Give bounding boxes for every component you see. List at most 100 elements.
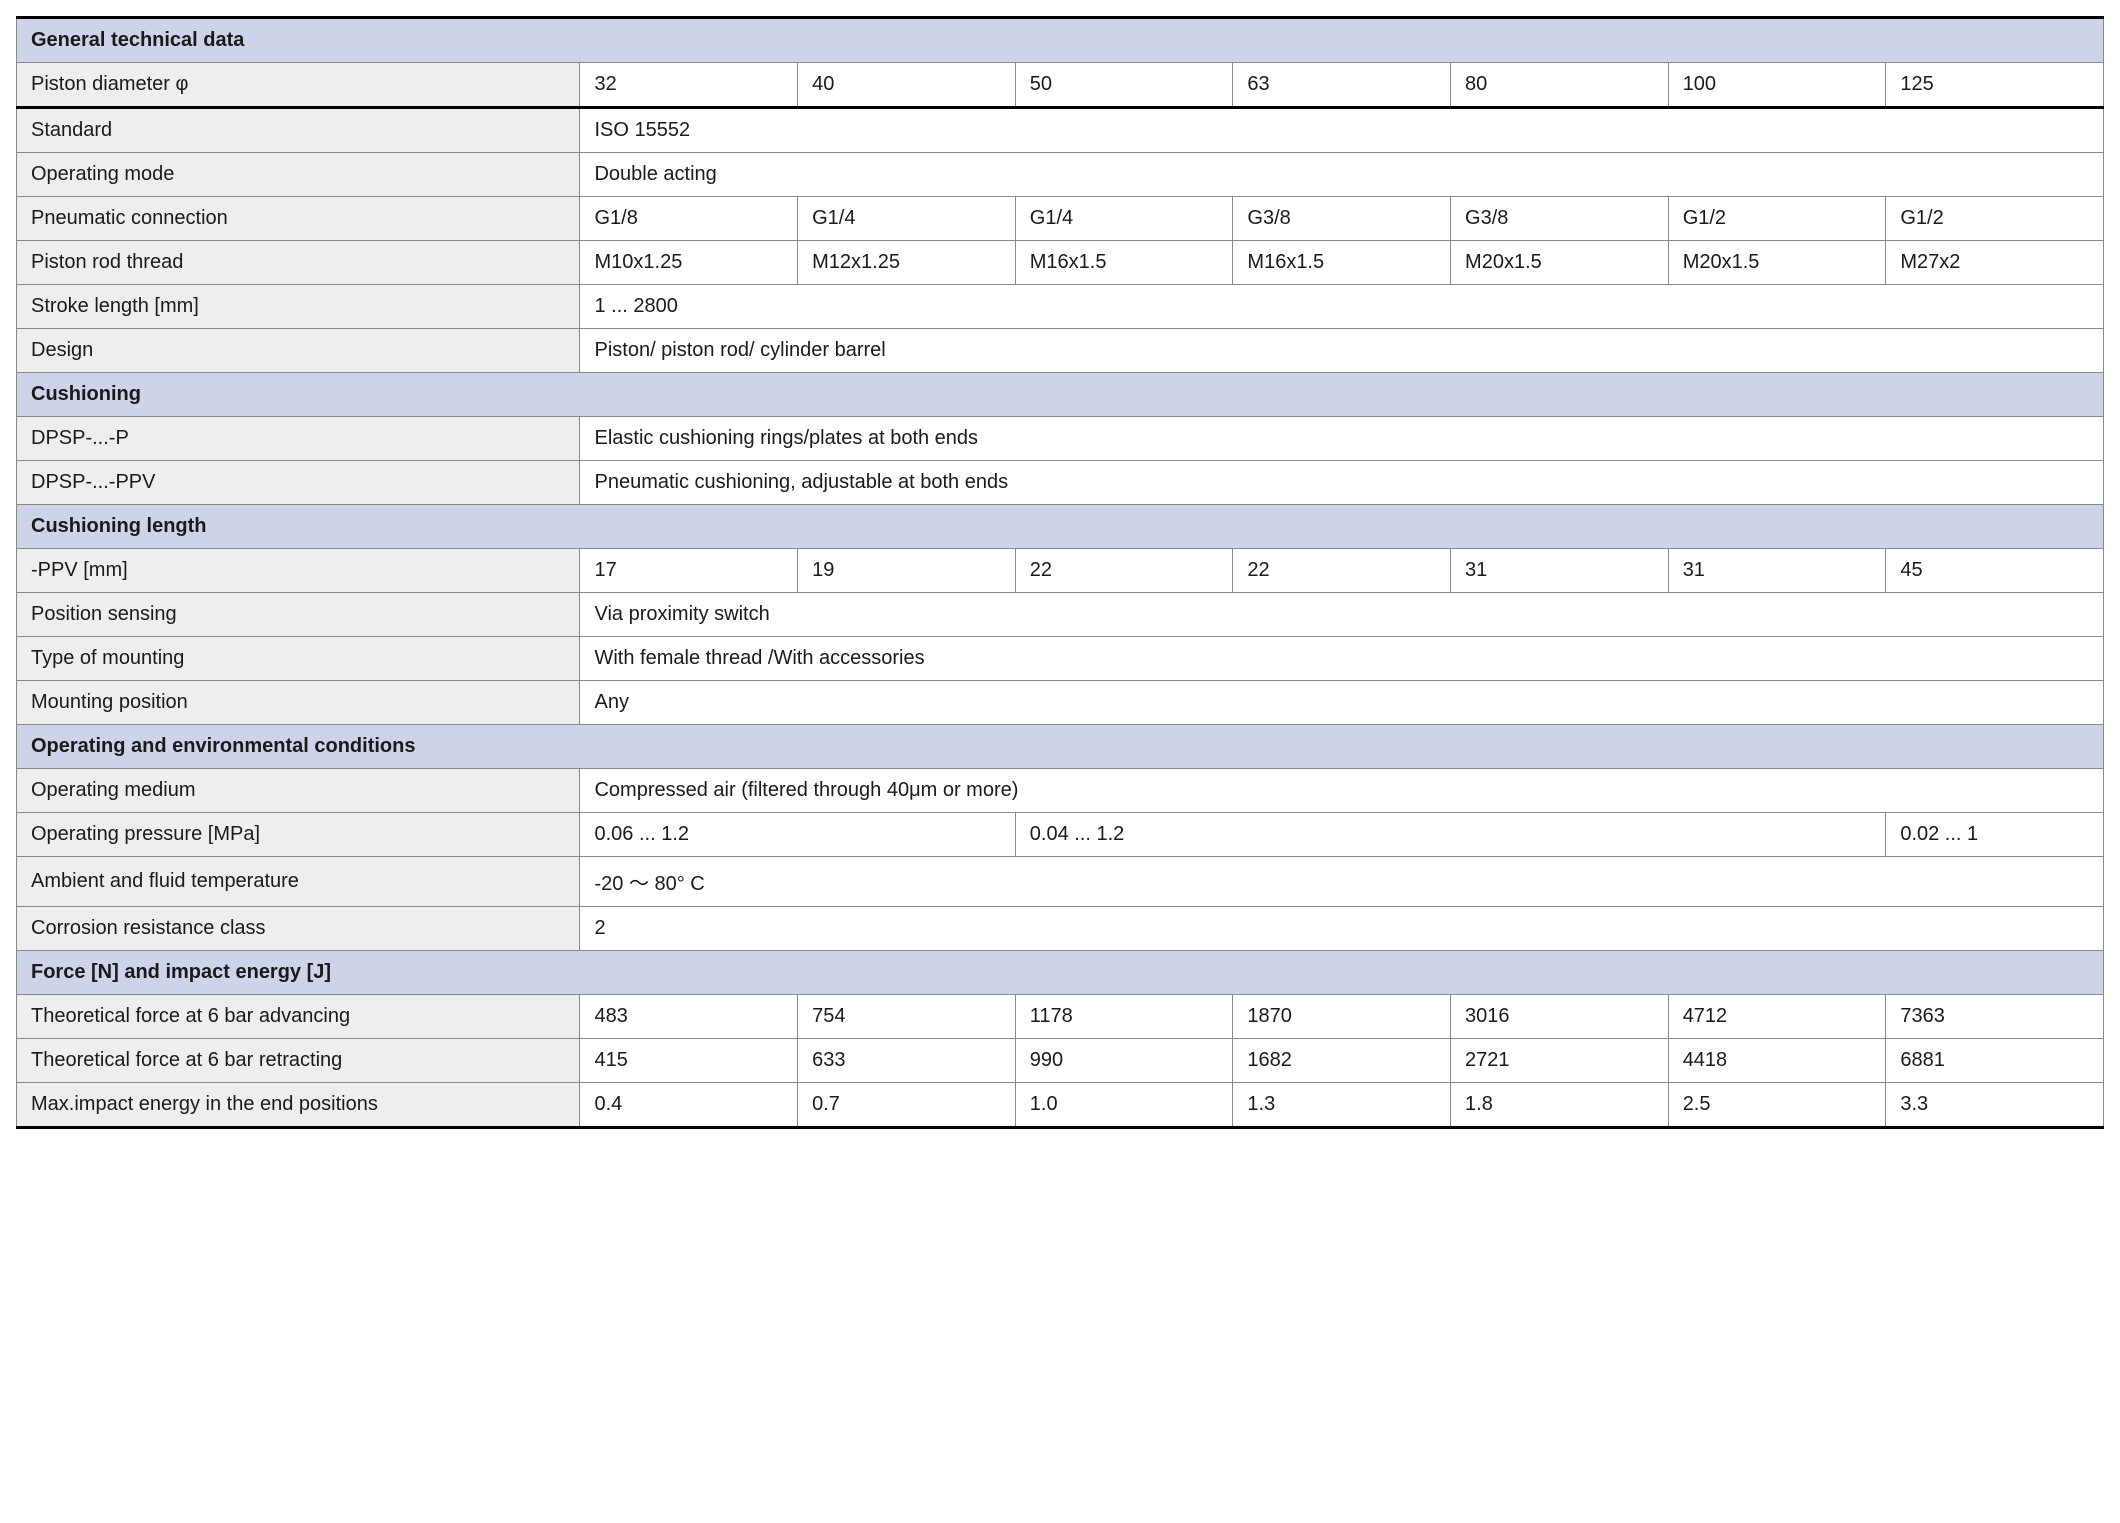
section-general: General technical data	[17, 18, 2104, 63]
section-title: Cushioning	[17, 373, 2104, 417]
row-stroke-length: Stroke length [mm] 1 ... 2800	[17, 285, 2104, 329]
cell: 7363	[1886, 995, 2104, 1039]
cell: Elastic cushioning rings/plates at both …	[580, 417, 2104, 461]
cell: 990	[1015, 1039, 1233, 1083]
row-position-sensing: Position sensing Via proximity switch	[17, 593, 2104, 637]
cell: 32	[580, 63, 798, 108]
cell: 2721	[1451, 1039, 1669, 1083]
label: Operating pressure [MPa]	[17, 813, 580, 857]
cell: 633	[798, 1039, 1016, 1083]
cell: 31	[1668, 549, 1886, 593]
cell: G1/2	[1886, 197, 2104, 241]
cell: M10x1.25	[580, 241, 798, 285]
cell: Via proximity switch	[580, 593, 2104, 637]
row-max-impact: Max.impact energy in the end positions 0…	[17, 1083, 2104, 1128]
cell: G3/8	[1233, 197, 1451, 241]
row-ambient-temp: Ambient and fluid temperature -20 ～ 80° …	[17, 857, 2104, 907]
cell: G1/2	[1668, 197, 1886, 241]
cell: With female thread /With accessories	[580, 637, 2104, 681]
cell: 6881	[1886, 1039, 2104, 1083]
label: Pneumatic connection	[17, 197, 580, 241]
cell: 100	[1668, 63, 1886, 108]
cell: 0.06 ... 1.2	[580, 813, 1015, 857]
row-force-advancing: Theoretical force at 6 bar advancing 483…	[17, 995, 2104, 1039]
cell: M27x2	[1886, 241, 2104, 285]
label: Theoretical force at 6 bar advancing	[17, 995, 580, 1039]
cell: Pneumatic cushioning, adjustable at both…	[580, 461, 2104, 505]
cell: 754	[798, 995, 1016, 1039]
cell: G3/8	[1451, 197, 1669, 241]
section-title: Operating and environmental conditions	[17, 725, 2104, 769]
cell: 1682	[1233, 1039, 1451, 1083]
cell: -20 ～ 80° C	[580, 857, 2104, 907]
label: Operating medium	[17, 769, 580, 813]
cell: 4418	[1668, 1039, 1886, 1083]
cell: 1.3	[1233, 1083, 1451, 1128]
label: Ambient and fluid temperature	[17, 857, 580, 907]
cell: 3.3	[1886, 1083, 2104, 1128]
cell: 0.04 ... 1.2	[1015, 813, 1886, 857]
row-design: Design Piston/ piston rod/ cylinder barr…	[17, 329, 2104, 373]
label: DPSP-...-P	[17, 417, 580, 461]
section-title: General technical data	[17, 18, 2104, 63]
cell: 45	[1886, 549, 2104, 593]
section-cushioning: Cushioning	[17, 373, 2104, 417]
cell: G1/4	[798, 197, 1016, 241]
cell: Piston/ piston rod/ cylinder barrel	[580, 329, 2104, 373]
label: Position sensing	[17, 593, 580, 637]
cell: G1/4	[1015, 197, 1233, 241]
row-force-retracting: Theoretical force at 6 bar retracting 41…	[17, 1039, 2104, 1083]
cell: 1.0	[1015, 1083, 1233, 1128]
row-piston-diameter: Piston diameter φ 32 40 50 63 80 100 125	[17, 63, 2104, 108]
row-corrosion-class: Corrosion resistance class 2	[17, 907, 2104, 951]
label: Piston diameter φ	[17, 63, 580, 108]
cell: M20x1.5	[1451, 241, 1669, 285]
cell: 40	[798, 63, 1016, 108]
cell: 22	[1233, 549, 1451, 593]
cell: 3016	[1451, 995, 1669, 1039]
cell: M16x1.5	[1015, 241, 1233, 285]
cell: 415	[580, 1039, 798, 1083]
label: Standard	[17, 108, 580, 153]
cell: Double acting	[580, 153, 2104, 197]
label: Stroke length [mm]	[17, 285, 580, 329]
cell: 125	[1886, 63, 2104, 108]
label: Piston rod thread	[17, 241, 580, 285]
cell: 0.4	[580, 1083, 798, 1128]
cell: 1178	[1015, 995, 1233, 1039]
label: Design	[17, 329, 580, 373]
section-cushioning-length: Cushioning length	[17, 505, 2104, 549]
row-ppv-mm: -PPV [mm] 17 19 22 22 31 31 45	[17, 549, 2104, 593]
row-operating-medium: Operating medium Compressed air (filtere…	[17, 769, 2104, 813]
cell: 1.8	[1451, 1083, 1669, 1128]
row-piston-rod-thread: Piston rod thread M10x1.25 M12x1.25 M16x…	[17, 241, 2104, 285]
cell: 2.5	[1668, 1083, 1886, 1128]
cell: 17	[580, 549, 798, 593]
label: Theoretical force at 6 bar retracting	[17, 1039, 580, 1083]
cell: ISO 15552	[580, 108, 2104, 153]
cell: 19	[798, 549, 1016, 593]
cell: 1 ... 2800	[580, 285, 2104, 329]
section-title: Force [N] and impact energy [J]	[17, 951, 2104, 995]
row-type-of-mounting: Type of mounting With female thread /Wit…	[17, 637, 2104, 681]
cell: G1/8	[580, 197, 798, 241]
row-operating-pressure: Operating pressure [MPa] 0.06 ... 1.2 0.…	[17, 813, 2104, 857]
label: Mounting position	[17, 681, 580, 725]
cell: 63	[1233, 63, 1451, 108]
cell: 22	[1015, 549, 1233, 593]
cell: 31	[1451, 549, 1669, 593]
cell: 0.7	[798, 1083, 1016, 1128]
section-force: Force [N] and impact energy [J]	[17, 951, 2104, 995]
row-dpsp-p: DPSP-...-P Elastic cushioning rings/plat…	[17, 417, 2104, 461]
label: DPSP-...-PPV	[17, 461, 580, 505]
row-pneumatic-connection: Pneumatic connection G1/8 G1/4 G1/4 G3/8…	[17, 197, 2104, 241]
cell: 2	[580, 907, 2104, 951]
label: Max.impact energy in the end positions	[17, 1083, 580, 1128]
label: -PPV [mm]	[17, 549, 580, 593]
row-operating-mode: Operating mode Double acting	[17, 153, 2104, 197]
label: Corrosion resistance class	[17, 907, 580, 951]
technical-data-table: General technical data Piston diameter φ…	[16, 16, 2104, 1129]
row-mounting-position: Mounting position Any	[17, 681, 2104, 725]
row-dpsp-ppv: DPSP-...-PPV Pneumatic cushioning, adjus…	[17, 461, 2104, 505]
cell: M20x1.5	[1668, 241, 1886, 285]
